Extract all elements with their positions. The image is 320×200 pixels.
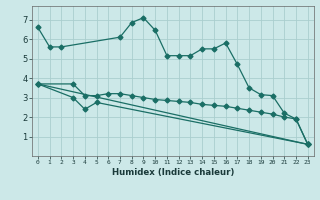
- X-axis label: Humidex (Indice chaleur): Humidex (Indice chaleur): [112, 168, 234, 177]
